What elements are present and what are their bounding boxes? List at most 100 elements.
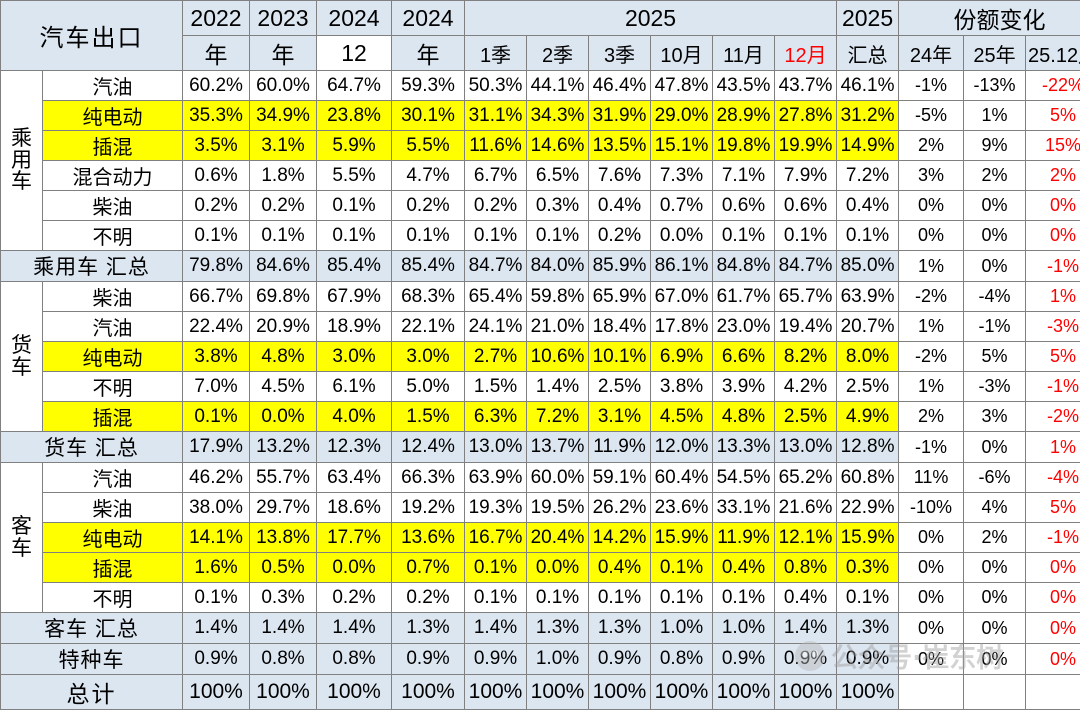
- fuel-type-label: 插混: [43, 131, 183, 161]
- data-cell: 5.0%: [392, 372, 465, 402]
- col-2022: 2022: [183, 1, 250, 36]
- summary-change-cell: 0%: [964, 251, 1026, 282]
- change-cell: 0%: [899, 191, 964, 221]
- col-q1: 1季: [465, 36, 527, 71]
- col-2025-total-sub: 汇总: [837, 36, 899, 71]
- summary-cell: 84.0%: [527, 251, 589, 282]
- summary-change-cell: 0%: [964, 432, 1026, 463]
- data-cell: 0.0%: [651, 221, 713, 251]
- change-cell: 5%: [964, 342, 1026, 372]
- special-cell: 0.9%: [465, 644, 527, 675]
- data-cell: 33.1%: [713, 493, 775, 523]
- summary-cell: 1.3%: [589, 613, 651, 644]
- fuel-type-label: 不明: [43, 372, 183, 402]
- data-cell: 6.1%: [317, 372, 392, 402]
- data-cell: 69.8%: [250, 282, 317, 312]
- data-cell: 27.8%: [775, 101, 837, 131]
- data-cell: 65.2%: [775, 463, 837, 493]
- data-cell: 22.1%: [392, 312, 465, 342]
- change-cell: 0%: [899, 523, 964, 553]
- fuel-type-label: 柴油: [43, 282, 183, 312]
- data-cell: 6.5%: [527, 161, 589, 191]
- data-cell: 46.2%: [183, 463, 250, 493]
- change-cell: -22%: [1026, 71, 1080, 101]
- data-cell: 8.2%: [775, 342, 837, 372]
- data-cell: 21.0%: [527, 312, 589, 342]
- data-cell: 28.9%: [713, 101, 775, 131]
- change-cell: 5%: [1026, 101, 1080, 131]
- change-cell: -13%: [964, 71, 1026, 101]
- data-cell: 4.0%: [317, 402, 392, 432]
- summary-cell: 85.4%: [317, 251, 392, 282]
- col-2024-year: 2024: [392, 1, 465, 36]
- data-cell: 60.8%: [837, 463, 899, 493]
- data-cell: 0.2%: [392, 191, 465, 221]
- data-cell: 22.4%: [183, 312, 250, 342]
- special-cell: 0.8%: [250, 644, 317, 675]
- change-cell: 1%: [899, 372, 964, 402]
- change-cell: 0%: [964, 553, 1026, 583]
- data-cell: 0.1%: [589, 583, 651, 613]
- col-2024-12: 2024: [317, 1, 392, 36]
- data-cell: 19.4%: [775, 312, 837, 342]
- fuel-type-label: 不明: [43, 583, 183, 613]
- data-cell: 0.1%: [317, 191, 392, 221]
- data-cell: 18.4%: [589, 312, 651, 342]
- data-cell: 20.9%: [250, 312, 317, 342]
- data-cell: 4.8%: [713, 402, 775, 432]
- special-cell: 0.8%: [651, 644, 713, 675]
- special-cell: 0.9%: [775, 644, 837, 675]
- col-2023-sub: 年: [250, 36, 317, 71]
- data-cell: 0.1%: [651, 583, 713, 613]
- data-cell: 0.1%: [527, 221, 589, 251]
- data-cell: 38.0%: [183, 493, 250, 523]
- fuel-type-label: 混合动力: [43, 161, 183, 191]
- data-cell: 0.0%: [527, 553, 589, 583]
- data-cell: 11.9%: [713, 523, 775, 553]
- data-cell: 7.2%: [527, 402, 589, 432]
- data-cell: 2.5%: [775, 402, 837, 432]
- data-cell: 1.8%: [250, 161, 317, 191]
- data-cell: 59.3%: [392, 71, 465, 101]
- data-cell: 0.1%: [465, 221, 527, 251]
- data-cell: 0.5%: [250, 553, 317, 583]
- data-cell: 0.8%: [775, 553, 837, 583]
- summary-cell: 1.3%: [837, 613, 899, 644]
- summary-cell: 13.0%: [775, 432, 837, 463]
- summary-cell: 85.9%: [589, 251, 651, 282]
- group-summary-label: 客车 汇总: [1, 613, 183, 644]
- summary-cell: 84.7%: [465, 251, 527, 282]
- data-cell: 55.7%: [250, 463, 317, 493]
- change-cell: 3%: [964, 402, 1026, 432]
- special-cell: 0.9%: [589, 644, 651, 675]
- change-cell: -4%: [1026, 463, 1080, 493]
- change-cell: 0%: [899, 221, 964, 251]
- data-cell: 6.6%: [713, 342, 775, 372]
- fuel-type-label: 柴油: [43, 191, 183, 221]
- data-cell: 23.8%: [317, 101, 392, 131]
- change-cell: 11%: [899, 463, 964, 493]
- fuel-type-label: 不明: [43, 221, 183, 251]
- data-cell: 46.4%: [589, 71, 651, 101]
- change-cell: 0%: [1026, 221, 1080, 251]
- data-cell: 0.1%: [250, 221, 317, 251]
- data-cell: 3.1%: [589, 402, 651, 432]
- data-cell: 14.1%: [183, 523, 250, 553]
- group-summary-label: 货车 汇总: [1, 432, 183, 463]
- summary-change-cell: 0%: [1026, 613, 1080, 644]
- summary-change-cell: 1%: [899, 251, 964, 282]
- data-cell: 0.4%: [589, 191, 651, 221]
- data-cell: 0.6%: [183, 161, 250, 191]
- data-cell: 0.7%: [651, 191, 713, 221]
- change-cell: 0%: [1026, 191, 1080, 221]
- data-cell: 6.9%: [651, 342, 713, 372]
- change-cell: -2%: [899, 342, 964, 372]
- header-row-1: 汽车出口 2022 2023 2024 2024 2025 2025 份额变化: [1, 1, 1080, 36]
